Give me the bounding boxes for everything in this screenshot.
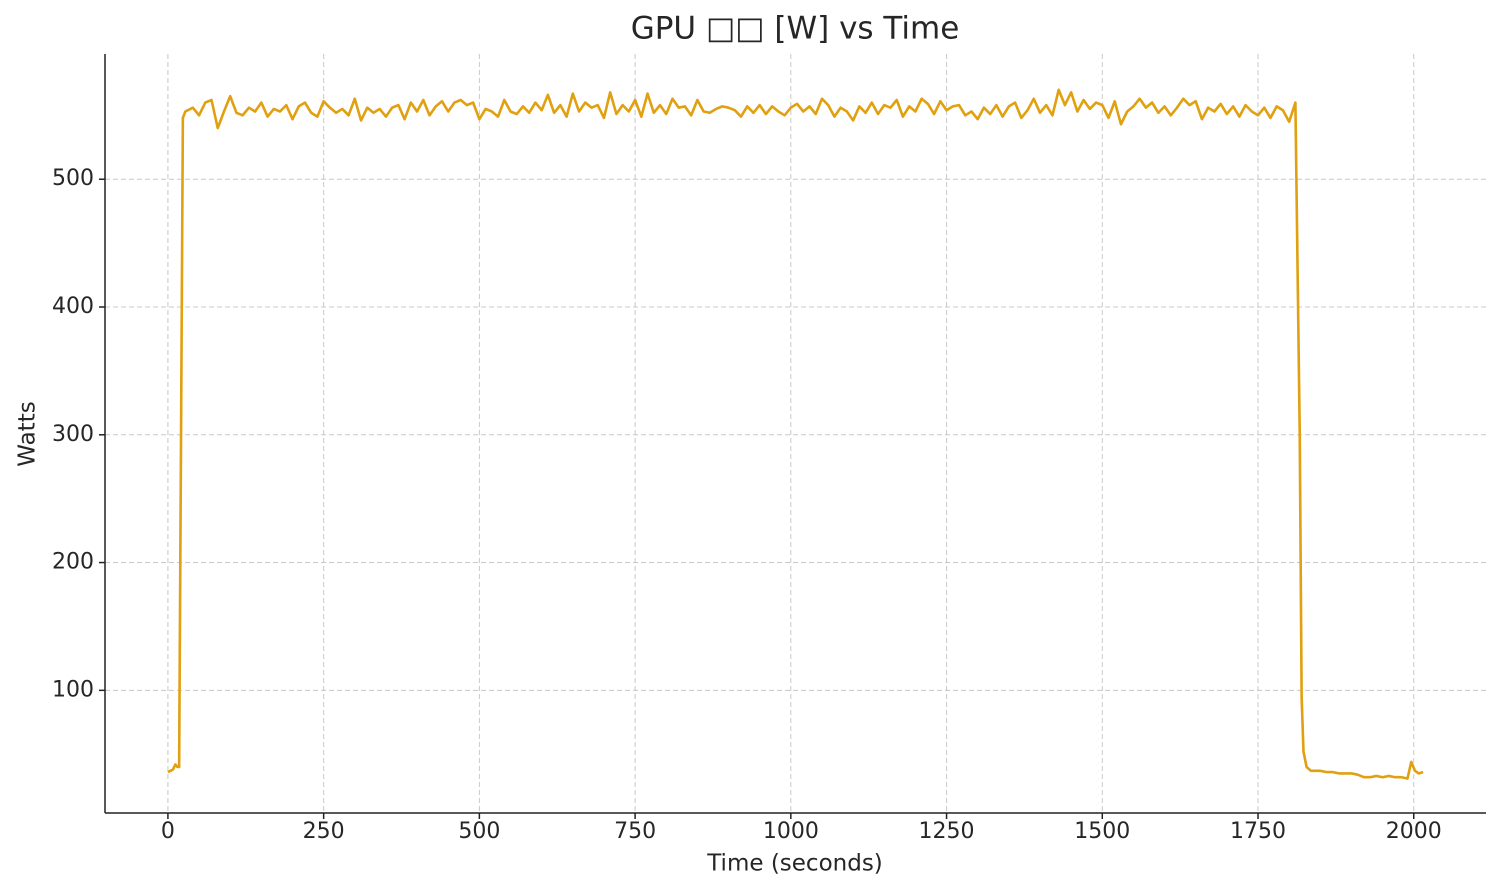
x-tick-label: 1000 [763,819,819,844]
y-tick-label: 500 [52,166,94,191]
y-tick-label: 100 [52,677,94,702]
y-axis-label: Watts [15,401,41,466]
x-tick-label: 2000 [1386,819,1442,844]
x-tick-label: 1750 [1230,819,1286,844]
x-tick-label: 750 [614,819,656,844]
x-tick-label: 1250 [919,819,975,844]
line [167,88,1424,780]
chart-title: GPU □□ [W] vs Time [631,11,960,47]
y-tick-label: 400 [52,294,94,319]
x-tick-label: 0 [161,819,175,844]
x-tick-label: 500 [458,819,500,844]
x-tick-label: 250 [303,819,345,844]
y-tick-label: 200 [52,550,94,575]
x-axis-label: Time (seconds) [706,851,883,877]
x-tick-label: 1500 [1074,819,1130,844]
y-tick-label: 300 [52,422,94,447]
